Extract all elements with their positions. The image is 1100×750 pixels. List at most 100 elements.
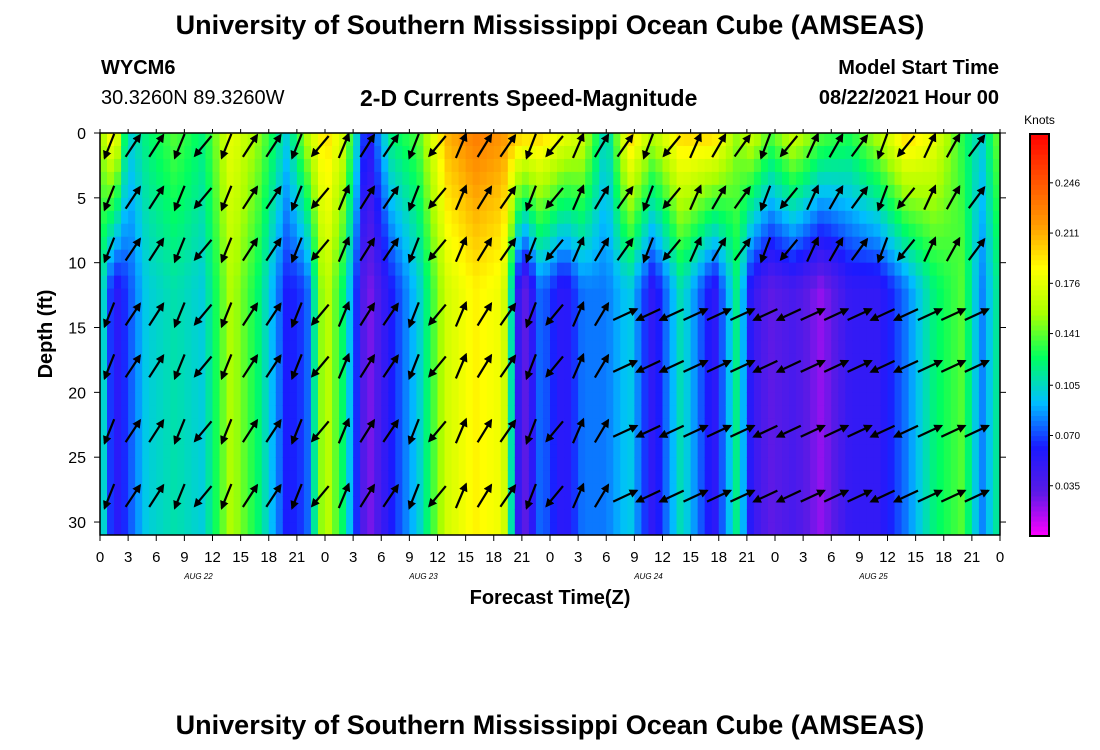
- heat-cell: [585, 431, 593, 445]
- heat-cell: [100, 483, 108, 497]
- heat-cell: [557, 392, 565, 406]
- heat-cell: [985, 444, 994, 458]
- heat-cell: [325, 340, 333, 355]
- heat-cell: [964, 301, 973, 316]
- heat-cell: [725, 405, 734, 419]
- heat-cell: [205, 366, 214, 380]
- heat-cell: [535, 236, 544, 251]
- heat-cell: [444, 457, 453, 471]
- heat-cell: [296, 509, 305, 523]
- heat-cell: [360, 392, 368, 406]
- heat-cell: [760, 210, 769, 225]
- current-vector: [593, 483, 610, 508]
- heat-cell: [641, 327, 650, 342]
- heat-cell: [472, 327, 481, 342]
- heat-cell: [803, 392, 811, 406]
- colorbar-swatch: [1030, 475, 1049, 482]
- heat-cell: [233, 327, 242, 342]
- heat-cell: [254, 496, 263, 510]
- heat-cell: [831, 483, 839, 497]
- heat-cell: [803, 210, 811, 225]
- heat-cell: [760, 275, 769, 290]
- heat-cell: [620, 444, 628, 458]
- heat-cell: [831, 133, 839, 147]
- heat-cell: [486, 314, 495, 329]
- heat-cell: [416, 288, 425, 303]
- heat-cell: [739, 496, 748, 510]
- heat-cell: [578, 158, 586, 173]
- heat-cell: [585, 483, 593, 497]
- current-vector: [476, 133, 493, 158]
- heat-cell: [282, 249, 291, 264]
- heat-cell: [479, 379, 488, 393]
- heat-cell: [233, 353, 242, 368]
- heat-cell: [444, 133, 453, 147]
- heat-cell: [240, 223, 249, 238]
- heat-cell: [950, 262, 959, 277]
- heat-cell: [880, 327, 889, 342]
- heat-cell: [303, 184, 312, 199]
- heat-cell: [817, 236, 825, 251]
- heat-cell: [282, 366, 291, 380]
- heat-cell: [332, 340, 340, 355]
- heat-cell: [775, 158, 783, 173]
- heat-cell: [261, 392, 270, 406]
- heat-cell: [121, 522, 129, 535]
- heat-cell: [268, 210, 277, 225]
- heat-cell: [606, 366, 614, 380]
- heat-cell: [817, 431, 825, 445]
- colorbar-swatch: [1030, 355, 1049, 361]
- heat-cell: [627, 405, 635, 419]
- heat-cell: [500, 444, 509, 458]
- heat-cell: [592, 301, 600, 316]
- heat-cell: [493, 301, 502, 316]
- heat-cell: [542, 171, 551, 186]
- heat-cell: [810, 353, 818, 368]
- heat-cell: [465, 301, 474, 316]
- heat-cell: [261, 275, 270, 290]
- heat-cell: [205, 379, 214, 393]
- heat-cell: [796, 340, 804, 355]
- heat-cell: [268, 392, 277, 406]
- heat-cell: [247, 249, 256, 264]
- heat-cell: [859, 379, 868, 393]
- current-vector: [759, 185, 772, 212]
- heat-cell: [346, 444, 354, 458]
- current-vector: [752, 424, 778, 438]
- heat-cell: [261, 444, 270, 458]
- heat-cell: [465, 184, 474, 199]
- heat-cell: [163, 431, 171, 445]
- heat-cell: [767, 171, 776, 186]
- heat-cell: [775, 223, 783, 238]
- heat-cell: [550, 184, 558, 199]
- heat-cell: [880, 522, 889, 535]
- heat-cell: [606, 210, 614, 225]
- heat-cell: [767, 405, 776, 419]
- heat-cell: [641, 275, 650, 290]
- heat-cell: [873, 275, 882, 290]
- heat-cell: [458, 457, 467, 471]
- heat-cell: [725, 509, 734, 523]
- heat-cell: [325, 223, 333, 238]
- heat-cell: [620, 288, 628, 303]
- heat-cell: [472, 470, 481, 484]
- heat-cell: [142, 483, 150, 497]
- heat-cell: [964, 366, 973, 380]
- heat-cell: [711, 496, 720, 510]
- heat-cell: [402, 158, 410, 173]
- heat-cell: [894, 483, 903, 497]
- heat-cell: [557, 197, 565, 212]
- colorbar-swatch: [1030, 284, 1049, 291]
- heat-cell: [985, 496, 994, 510]
- heat-cell: [971, 133, 980, 147]
- heat-cell: [957, 470, 966, 484]
- heat-cell: [796, 509, 804, 523]
- heat-cell: [585, 392, 593, 406]
- heat-cell: [971, 392, 980, 406]
- heat-cell: [697, 171, 706, 186]
- heat-cell: [634, 470, 643, 484]
- heat-cell: [908, 405, 917, 419]
- heat-cell: [767, 418, 776, 432]
- heat-cell: [493, 249, 502, 264]
- heat-cell: [156, 457, 164, 471]
